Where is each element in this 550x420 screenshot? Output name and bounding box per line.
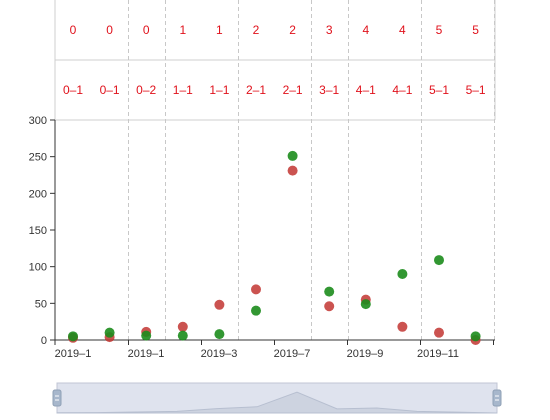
series-0-point xyxy=(177,321,188,332)
y-tick-label: 150 xyxy=(29,225,47,237)
row1-label: 5 xyxy=(472,23,479,37)
row1-label: 5 xyxy=(436,23,443,37)
y-tick-label: 300 xyxy=(29,115,47,127)
datazoom-shadow xyxy=(56,391,498,414)
row2-label: 4–1 xyxy=(392,83,412,97)
y-tick-label: 50 xyxy=(35,298,47,310)
series-1-point xyxy=(360,299,371,310)
row1-label: 0 xyxy=(143,23,150,37)
row1-labels: 0 0 0 1 1 2 2 3 4 4 5 5 xyxy=(70,23,480,37)
series-0-point xyxy=(214,299,225,310)
x-axis: 2019–1 2019–1 2019–3 2019–7 2019–9 2019–11 xyxy=(54,339,495,360)
series-1-point xyxy=(397,269,408,279)
series-1-point xyxy=(434,255,444,266)
row1-label: 2 xyxy=(289,23,296,37)
datazoom-left-handle[interactable] xyxy=(52,389,62,407)
data-points xyxy=(68,150,481,345)
row1-label: 0 xyxy=(70,23,77,37)
row1-label: 1 xyxy=(216,23,223,37)
y-tick-label: 0 xyxy=(41,335,47,347)
series-1-point xyxy=(287,150,298,161)
series-1-point xyxy=(104,327,115,338)
row2-label: 4–1 xyxy=(356,83,376,97)
row2-label: 1–1 xyxy=(209,83,229,97)
row2-label: 0–1 xyxy=(63,83,83,97)
row1-label: 0 xyxy=(106,23,113,37)
series-1-point xyxy=(141,330,152,341)
row1-label: 2 xyxy=(253,23,260,37)
series-1-point xyxy=(177,330,188,341)
row2-label: 3–1 xyxy=(319,83,339,97)
series-0-point xyxy=(324,301,335,312)
x-tick-label: 2019–3 xyxy=(201,348,238,360)
row2-label: 5–1 xyxy=(466,83,486,97)
row2-label: 0–2 xyxy=(136,83,156,97)
row2-label: 5–1 xyxy=(429,83,449,97)
x-tick-label: 2019–9 xyxy=(347,348,384,360)
datazoom-handle-grip[interactable] xyxy=(52,389,62,407)
datazoom-handle-grip[interactable] xyxy=(492,389,502,407)
series-1-point xyxy=(214,329,225,340)
y-axis: 0 50 100 150 200 250 300 xyxy=(29,115,56,347)
series-0-point xyxy=(434,327,444,338)
series-1-point xyxy=(324,286,335,297)
row2-label: 0–1 xyxy=(100,83,120,97)
row1-label: 3 xyxy=(326,23,333,37)
x-tick-label: 2019–11 xyxy=(417,348,459,360)
row1-label: 4 xyxy=(362,23,369,37)
row2-label: 1–1 xyxy=(173,83,193,97)
row2-label: 2–1 xyxy=(246,83,266,97)
x-tick-label: 2019–7 xyxy=(274,348,311,360)
row2-labels: 0–1 0–1 0–2 1–1 1–1 2–1 2–1 3–1 4–1 4–1 5–1 5–1 xyxy=(63,83,486,97)
x-tick-label: 2019–1 xyxy=(128,348,165,360)
series-1-point xyxy=(68,331,78,342)
chart-frame xyxy=(54,0,496,340)
series-0-point xyxy=(287,165,298,176)
row1-label: 4 xyxy=(399,23,406,37)
datazoom-slider[interactable] xyxy=(52,382,502,414)
series-0-point xyxy=(251,284,261,295)
datazoom-right-handle[interactable] xyxy=(492,389,502,407)
y-tick-label: 100 xyxy=(29,262,47,274)
row1-label: 1 xyxy=(179,23,186,37)
series-0-point xyxy=(397,321,408,332)
row2-label: 2–1 xyxy=(283,83,303,97)
series-1-point xyxy=(470,331,481,342)
y-tick-label: 200 xyxy=(29,188,47,200)
x-tick-label: 2019–1 xyxy=(55,348,92,360)
series-1-point xyxy=(251,305,261,316)
y-tick-label: 250 xyxy=(29,152,47,164)
vertical-separators xyxy=(128,0,495,340)
